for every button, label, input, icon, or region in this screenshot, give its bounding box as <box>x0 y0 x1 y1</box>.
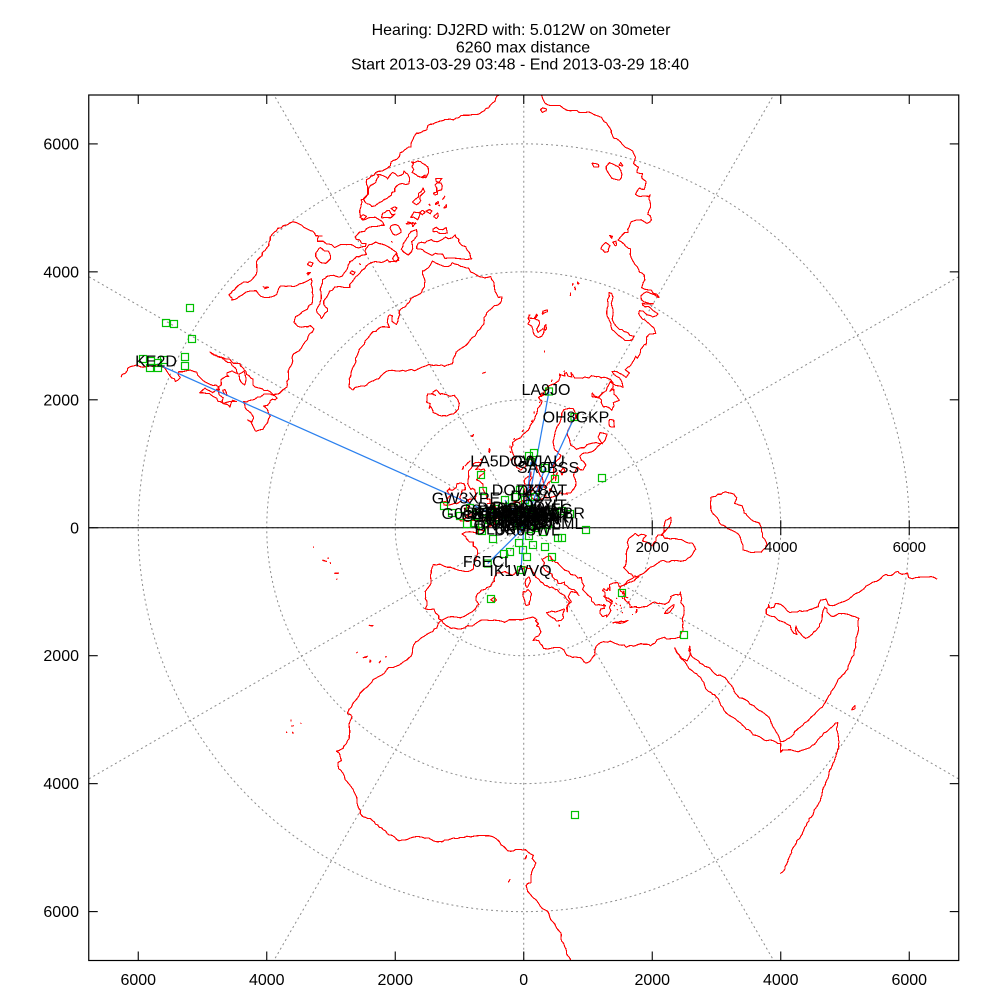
svg-text:G0JAU: G0JAU <box>513 454 565 471</box>
svg-text:G0UVM: G0UVM <box>442 506 499 523</box>
svg-text:DK6UG: DK6UG <box>492 509 547 526</box>
svg-text:DF4UE: DF4UE <box>489 513 541 530</box>
svg-text:DG5CST: DG5CST <box>494 506 559 523</box>
svg-text:DL3EL: DL3EL <box>486 511 535 528</box>
svg-text:2000: 2000 <box>377 972 413 989</box>
svg-text:DL6GM: DL6GM <box>474 522 529 539</box>
svg-text:DL7ON: DL7ON <box>506 512 559 529</box>
svg-text:DK8AT: DK8AT <box>517 483 568 500</box>
svg-text:DL2XL: DL2XL <box>512 517 561 534</box>
svg-text:6000: 6000 <box>120 972 156 989</box>
svg-text:ON7KO: ON7KO <box>472 510 528 527</box>
svg-text:0: 0 <box>70 520 79 537</box>
svg-text:4000: 4000 <box>764 539 797 556</box>
svg-text:LA9JO: LA9JO <box>522 382 571 399</box>
svg-text:Start 2013-03-29 03:48 - End 2: Start 2013-03-29 03:48 - End 2013-03-29 … <box>351 57 689 74</box>
svg-text:DL8FCL: DL8FCL <box>514 506 574 523</box>
svg-text:HB9CZF: HB9CZF <box>497 513 559 530</box>
svg-text:Hearing: DJ2RD with: 5.012W on: Hearing: DJ2RD with: 5.012W on 30meter <box>372 22 671 39</box>
svg-text:6000: 6000 <box>43 136 79 153</box>
svg-text:6260 max distance: 6260 max distance <box>456 40 590 57</box>
svg-text:ON4LUC: ON4LUC <box>474 518 539 535</box>
svg-text:6000: 6000 <box>893 539 926 556</box>
svg-text:DJ6ML: DJ6ML <box>533 516 584 533</box>
svg-text:6000: 6000 <box>891 972 927 989</box>
svg-text:DL9NDV: DL9NDV <box>492 500 555 517</box>
svg-text:OZ7IT: OZ7IT <box>521 498 567 515</box>
svg-text:OK1UBR: OK1UBR <box>519 506 585 523</box>
svg-text:DK3AY: DK3AY <box>510 489 562 506</box>
svg-text:DK0SWL: DK0SWL <box>494 523 560 540</box>
svg-text:DO7ZT: DO7ZT <box>492 483 545 500</box>
svg-text:F6ECI: F6ECI <box>463 554 508 571</box>
svg-text:PE1MXP: PE1MXP <box>474 506 539 523</box>
svg-text:G8JNJ: G8JNJ <box>460 503 509 520</box>
svg-text:4000: 4000 <box>249 972 285 989</box>
svg-text:6000: 6000 <box>43 904 79 921</box>
svg-text:IK1WVQ: IK1WVQ <box>489 563 551 580</box>
svg-text:2000: 2000 <box>43 392 79 409</box>
svg-text:LA5DOW: LA5DOW <box>470 454 538 471</box>
svg-text:DL0HT: DL0HT <box>520 510 571 527</box>
svg-text:DF2JP: DF2JP <box>500 519 549 536</box>
svg-text:DL8YR: DL8YR <box>466 506 518 523</box>
svg-text:2000: 2000 <box>636 539 669 556</box>
svg-text:DL1GCB: DL1GCB <box>480 515 544 532</box>
svg-text:KE2D: KE2D <box>135 354 177 371</box>
svg-text:PA3FYM: PA3FYM <box>479 504 542 521</box>
svg-text:G4ZFQ: G4ZFQ <box>461 509 514 526</box>
svg-text:4000: 4000 <box>43 264 79 281</box>
svg-text:DL5RAK: DL5RAK <box>507 510 570 527</box>
svg-text:GW3XPE: GW3XPE <box>432 491 500 508</box>
svg-text:DK8FT: DK8FT <box>507 508 558 525</box>
svg-text:4000: 4000 <box>43 776 79 793</box>
svg-text:DL4MFC: DL4MFC <box>508 502 572 519</box>
svg-text:DF0WD: DF0WD <box>502 504 559 521</box>
svg-text:OH8GKP: OH8GKP <box>543 410 610 427</box>
svg-text:2000: 2000 <box>43 648 79 665</box>
svg-text:2000: 2000 <box>634 972 670 989</box>
svg-text:4000: 4000 <box>763 972 799 989</box>
svg-text:0: 0 <box>519 972 528 989</box>
svg-text:PA1GSJ: PA1GSJ <box>486 505 546 522</box>
svg-text:SA6BSS: SA6BSS <box>517 460 579 477</box>
svg-text:PA0O: PA0O <box>477 501 519 518</box>
